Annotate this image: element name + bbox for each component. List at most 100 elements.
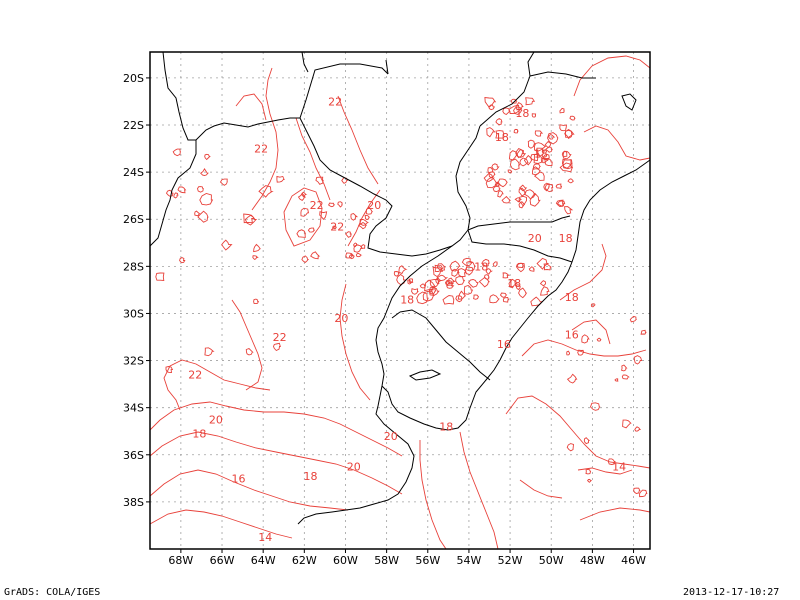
contour-label: 18	[559, 232, 573, 245]
isotherm-patch	[463, 284, 474, 295]
isotherm-patch	[564, 206, 574, 215]
border-line	[162, 51, 300, 141]
isotherm-line	[149, 469, 349, 511]
contour-label: 18	[495, 131, 509, 144]
isotherm-patch	[155, 272, 165, 281]
isotherm-patch	[564, 129, 575, 138]
border-line	[149, 140, 197, 247]
isotherm-patch	[424, 279, 436, 292]
border-line	[297, 395, 415, 525]
border-line	[375, 245, 453, 397]
isotherm-patch	[559, 162, 574, 173]
contour-label: 16	[497, 338, 511, 351]
isotherm-patch	[301, 255, 310, 263]
isotherm-patch	[489, 294, 500, 304]
contour-label: 20	[347, 461, 361, 474]
isotherm-patch	[525, 97, 536, 106]
x-axis-ticks: 68W 66W 64W 62W 60W 58W 56W 54W 52W 50W 48W 46W	[168, 549, 646, 567]
isotherm-patch	[633, 487, 641, 494]
isotherm-patch	[492, 261, 498, 268]
isotherm-patch	[204, 153, 211, 161]
isotherm-patch	[518, 195, 527, 207]
border-line	[301, 51, 309, 73]
isotherm-patch	[353, 242, 359, 248]
isotherm-patch	[569, 115, 576, 121]
contour-label: 18	[474, 260, 488, 273]
isotherm-patch	[358, 221, 367, 230]
isotherm-patch	[197, 186, 204, 193]
isotherm-patch	[484, 96, 497, 108]
border-line	[467, 215, 571, 231]
isotherm-line	[459, 431, 499, 550]
isotherm-patch	[561, 158, 573, 169]
isotherm-patch	[199, 193, 214, 206]
isotherm-patch	[533, 142, 547, 152]
isotherm-patch	[622, 419, 632, 429]
isotherm-patch	[393, 271, 400, 277]
border-line	[529, 71, 596, 79]
isotherm-patch	[355, 252, 363, 258]
isotherm-patch	[535, 147, 545, 157]
isotherm-patch	[465, 260, 476, 272]
isotherm-patch	[177, 186, 187, 194]
isotherm-patch	[590, 303, 596, 308]
isotherm-patch	[508, 150, 519, 161]
isotherm-patch	[540, 286, 550, 296]
isotherm-patch	[172, 148, 181, 157]
y-axis-ticks: 20S 22S 24S 26S 28S 30S 32S 34S 36S 38S	[123, 72, 150, 509]
border-line	[381, 385, 471, 431]
isotherm-patch	[494, 181, 501, 187]
isotherm-patch	[529, 192, 541, 207]
isotherm-patch	[331, 225, 338, 230]
isotherm-patch	[436, 263, 447, 271]
isotherm-patch	[531, 166, 542, 176]
isotherm-patch	[542, 153, 550, 160]
isotherm-patch	[204, 347, 215, 357]
isotherm-line	[337, 95, 379, 185]
isotherm-patch	[536, 257, 550, 270]
isotherm-patch	[533, 152, 546, 164]
y-tick-label: 24S	[123, 166, 144, 179]
contour-label: 20	[528, 232, 542, 245]
contour-label: 22	[310, 199, 324, 212]
isotherm-line	[419, 440, 447, 550]
isotherm-patch	[527, 139, 536, 149]
isotherm-patch	[488, 104, 496, 111]
contour-label: 14	[612, 461, 626, 474]
isotherm-patch	[567, 178, 574, 184]
isotherm-patch	[221, 239, 233, 251]
isotherm-patch	[484, 274, 490, 280]
isotherm-patch	[499, 292, 508, 298]
contour-label: 22	[254, 143, 268, 156]
isotherm-line	[559, 243, 607, 301]
border-line	[299, 63, 389, 119]
isotherm-line	[149, 431, 403, 495]
isotherm-line	[579, 507, 651, 521]
isotherm-patch	[562, 159, 573, 170]
isotherm-line	[283, 187, 323, 247]
isotherm-patch	[468, 279, 479, 288]
border-line	[299, 117, 469, 257]
x-tick-label: 62W	[292, 554, 317, 567]
y-tick-label: 28S	[123, 260, 144, 273]
isotherm-patch	[514, 197, 523, 203]
x-tick-label: 48W	[580, 554, 605, 567]
isotherm-line	[505, 395, 651, 469]
isotherm-patch	[559, 124, 568, 132]
isotherm-line	[521, 339, 647, 357]
isotherm-patch	[534, 130, 544, 137]
isotherm-patch	[508, 104, 522, 114]
isotherm-line	[295, 117, 331, 201]
isotherm-patch	[640, 329, 647, 335]
contour-label: 18	[439, 421, 453, 434]
isotherm-patch	[473, 294, 480, 300]
isotherm-patch	[530, 153, 539, 162]
isotherm-patch	[507, 169, 513, 174]
isotherm-patch	[596, 337, 602, 342]
x-tick-label: 56W	[415, 554, 440, 567]
isotherm-patch	[457, 268, 467, 278]
contour-label: 18	[192, 428, 206, 441]
isotherm-patch	[485, 176, 500, 189]
isotherm-patch	[455, 295, 463, 303]
